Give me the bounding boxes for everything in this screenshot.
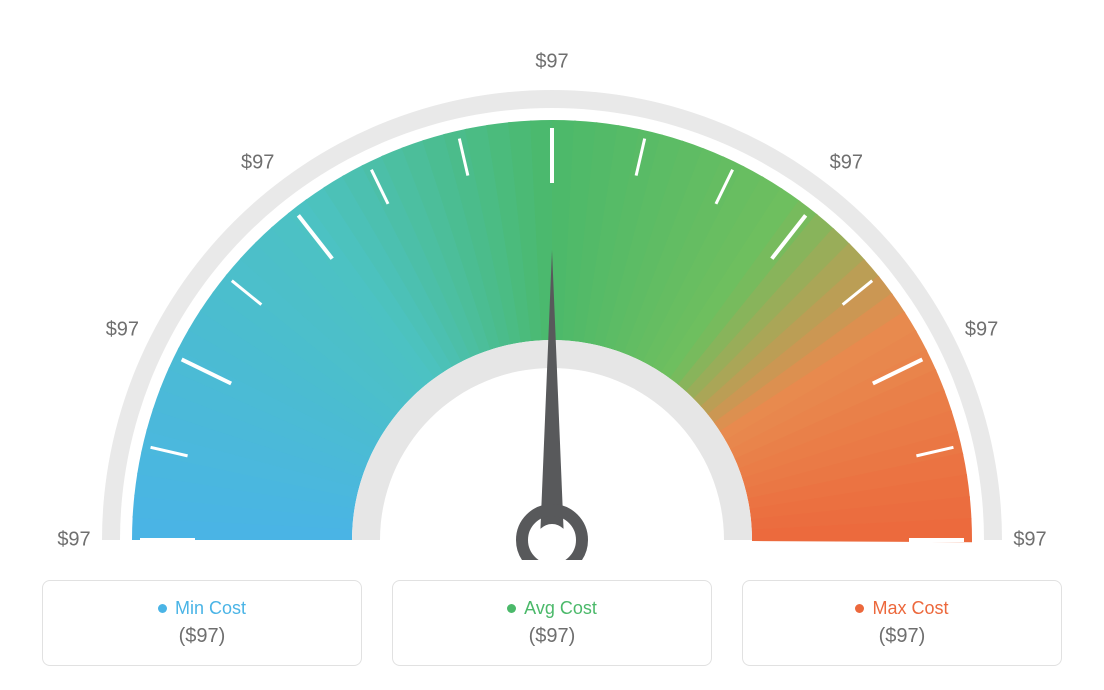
- max-cost-title: Max Cost: [855, 598, 948, 619]
- summary-cards: Min Cost ($97) Avg Cost ($97) Max Cost (…: [0, 580, 1104, 666]
- max-cost-dot: [855, 604, 864, 613]
- svg-text:$97: $97: [106, 319, 139, 341]
- avg-cost-value: ($97): [529, 625, 576, 648]
- svg-text:$97: $97: [535, 50, 568, 72]
- avg-cost-title: Avg Cost: [507, 598, 597, 619]
- svg-text:$97: $97: [965, 319, 998, 341]
- avg-cost-card: Avg Cost ($97): [392, 580, 712, 666]
- max-cost-value: ($97): [879, 625, 926, 648]
- min-cost-label: Min Cost: [175, 598, 246, 619]
- gauge-svg: $97 $97 $97 $97 $97 $97 $97: [0, 0, 1104, 560]
- min-cost-dot: [158, 604, 167, 613]
- svg-text:$97: $97: [241, 152, 274, 174]
- avg-cost-dot: [507, 604, 516, 613]
- svg-text:$97: $97: [1013, 528, 1046, 550]
- max-cost-card: Max Cost ($97): [742, 580, 1062, 666]
- min-cost-card: Min Cost ($97): [42, 580, 362, 666]
- svg-text:$97: $97: [830, 152, 863, 174]
- min-cost-value: ($97): [179, 625, 226, 648]
- min-cost-title: Min Cost: [158, 598, 246, 619]
- max-cost-label: Max Cost: [872, 598, 948, 619]
- avg-cost-label: Avg Cost: [524, 598, 597, 619]
- gauge-chart: $97 $97 $97 $97 $97 $97 $97: [0, 0, 1104, 560]
- svg-text:$97: $97: [57, 528, 90, 550]
